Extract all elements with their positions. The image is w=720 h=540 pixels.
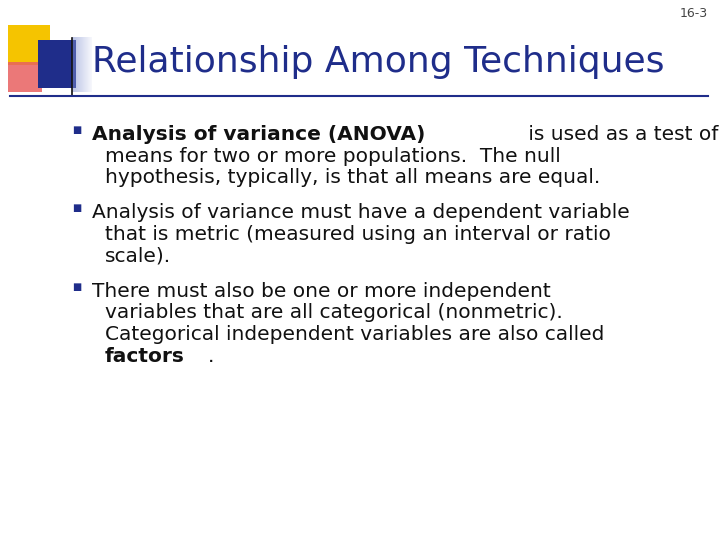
Text: 16-3: 16-3 xyxy=(680,7,708,20)
Text: ■: ■ xyxy=(72,204,81,213)
Bar xyxy=(75,37,76,92)
Bar xyxy=(73,37,74,92)
Text: Analysis of variance (ANOVA): Analysis of variance (ANOVA) xyxy=(92,125,426,144)
Bar xyxy=(86,37,87,92)
Bar xyxy=(8,25,50,65)
Bar xyxy=(76,37,77,92)
Bar xyxy=(85,37,86,92)
Bar xyxy=(87,37,88,92)
Text: factors: factors xyxy=(105,347,185,366)
Text: ■: ■ xyxy=(72,125,81,135)
Text: ■: ■ xyxy=(72,282,81,292)
Bar xyxy=(78,37,79,92)
Text: hypothesis, typically, is that all means are equal.: hypothesis, typically, is that all means… xyxy=(105,168,600,187)
Text: Analysis of variance must have a dependent variable: Analysis of variance must have a depende… xyxy=(92,204,630,222)
Bar xyxy=(81,37,82,92)
Bar xyxy=(89,37,90,92)
Text: means for two or more populations.  The null: means for two or more populations. The n… xyxy=(105,146,561,165)
Bar xyxy=(83,37,84,92)
Text: scale).: scale). xyxy=(105,246,171,266)
Bar xyxy=(80,37,81,92)
Bar xyxy=(82,37,83,92)
Text: Relationship Among Techniques: Relationship Among Techniques xyxy=(92,45,665,79)
Text: variables that are all categorical (nonmetric).: variables that are all categorical (nonm… xyxy=(105,303,563,322)
Bar xyxy=(77,37,78,92)
Bar xyxy=(84,37,85,92)
Bar xyxy=(88,37,89,92)
Bar xyxy=(79,37,80,92)
Bar xyxy=(90,37,91,92)
Text: Categorical independent variables are also called: Categorical independent variables are al… xyxy=(105,325,604,344)
Text: There must also be one or more independent: There must also be one or more independe… xyxy=(92,282,551,301)
Bar xyxy=(91,37,92,92)
Bar xyxy=(38,40,76,88)
Bar xyxy=(72,37,73,92)
Text: is used as a test of: is used as a test of xyxy=(522,125,719,144)
Text: that is metric (measured using an interval or ratio: that is metric (measured using an interv… xyxy=(105,225,611,244)
Text: .: . xyxy=(208,347,215,366)
Bar xyxy=(74,37,75,92)
Bar xyxy=(8,62,42,92)
